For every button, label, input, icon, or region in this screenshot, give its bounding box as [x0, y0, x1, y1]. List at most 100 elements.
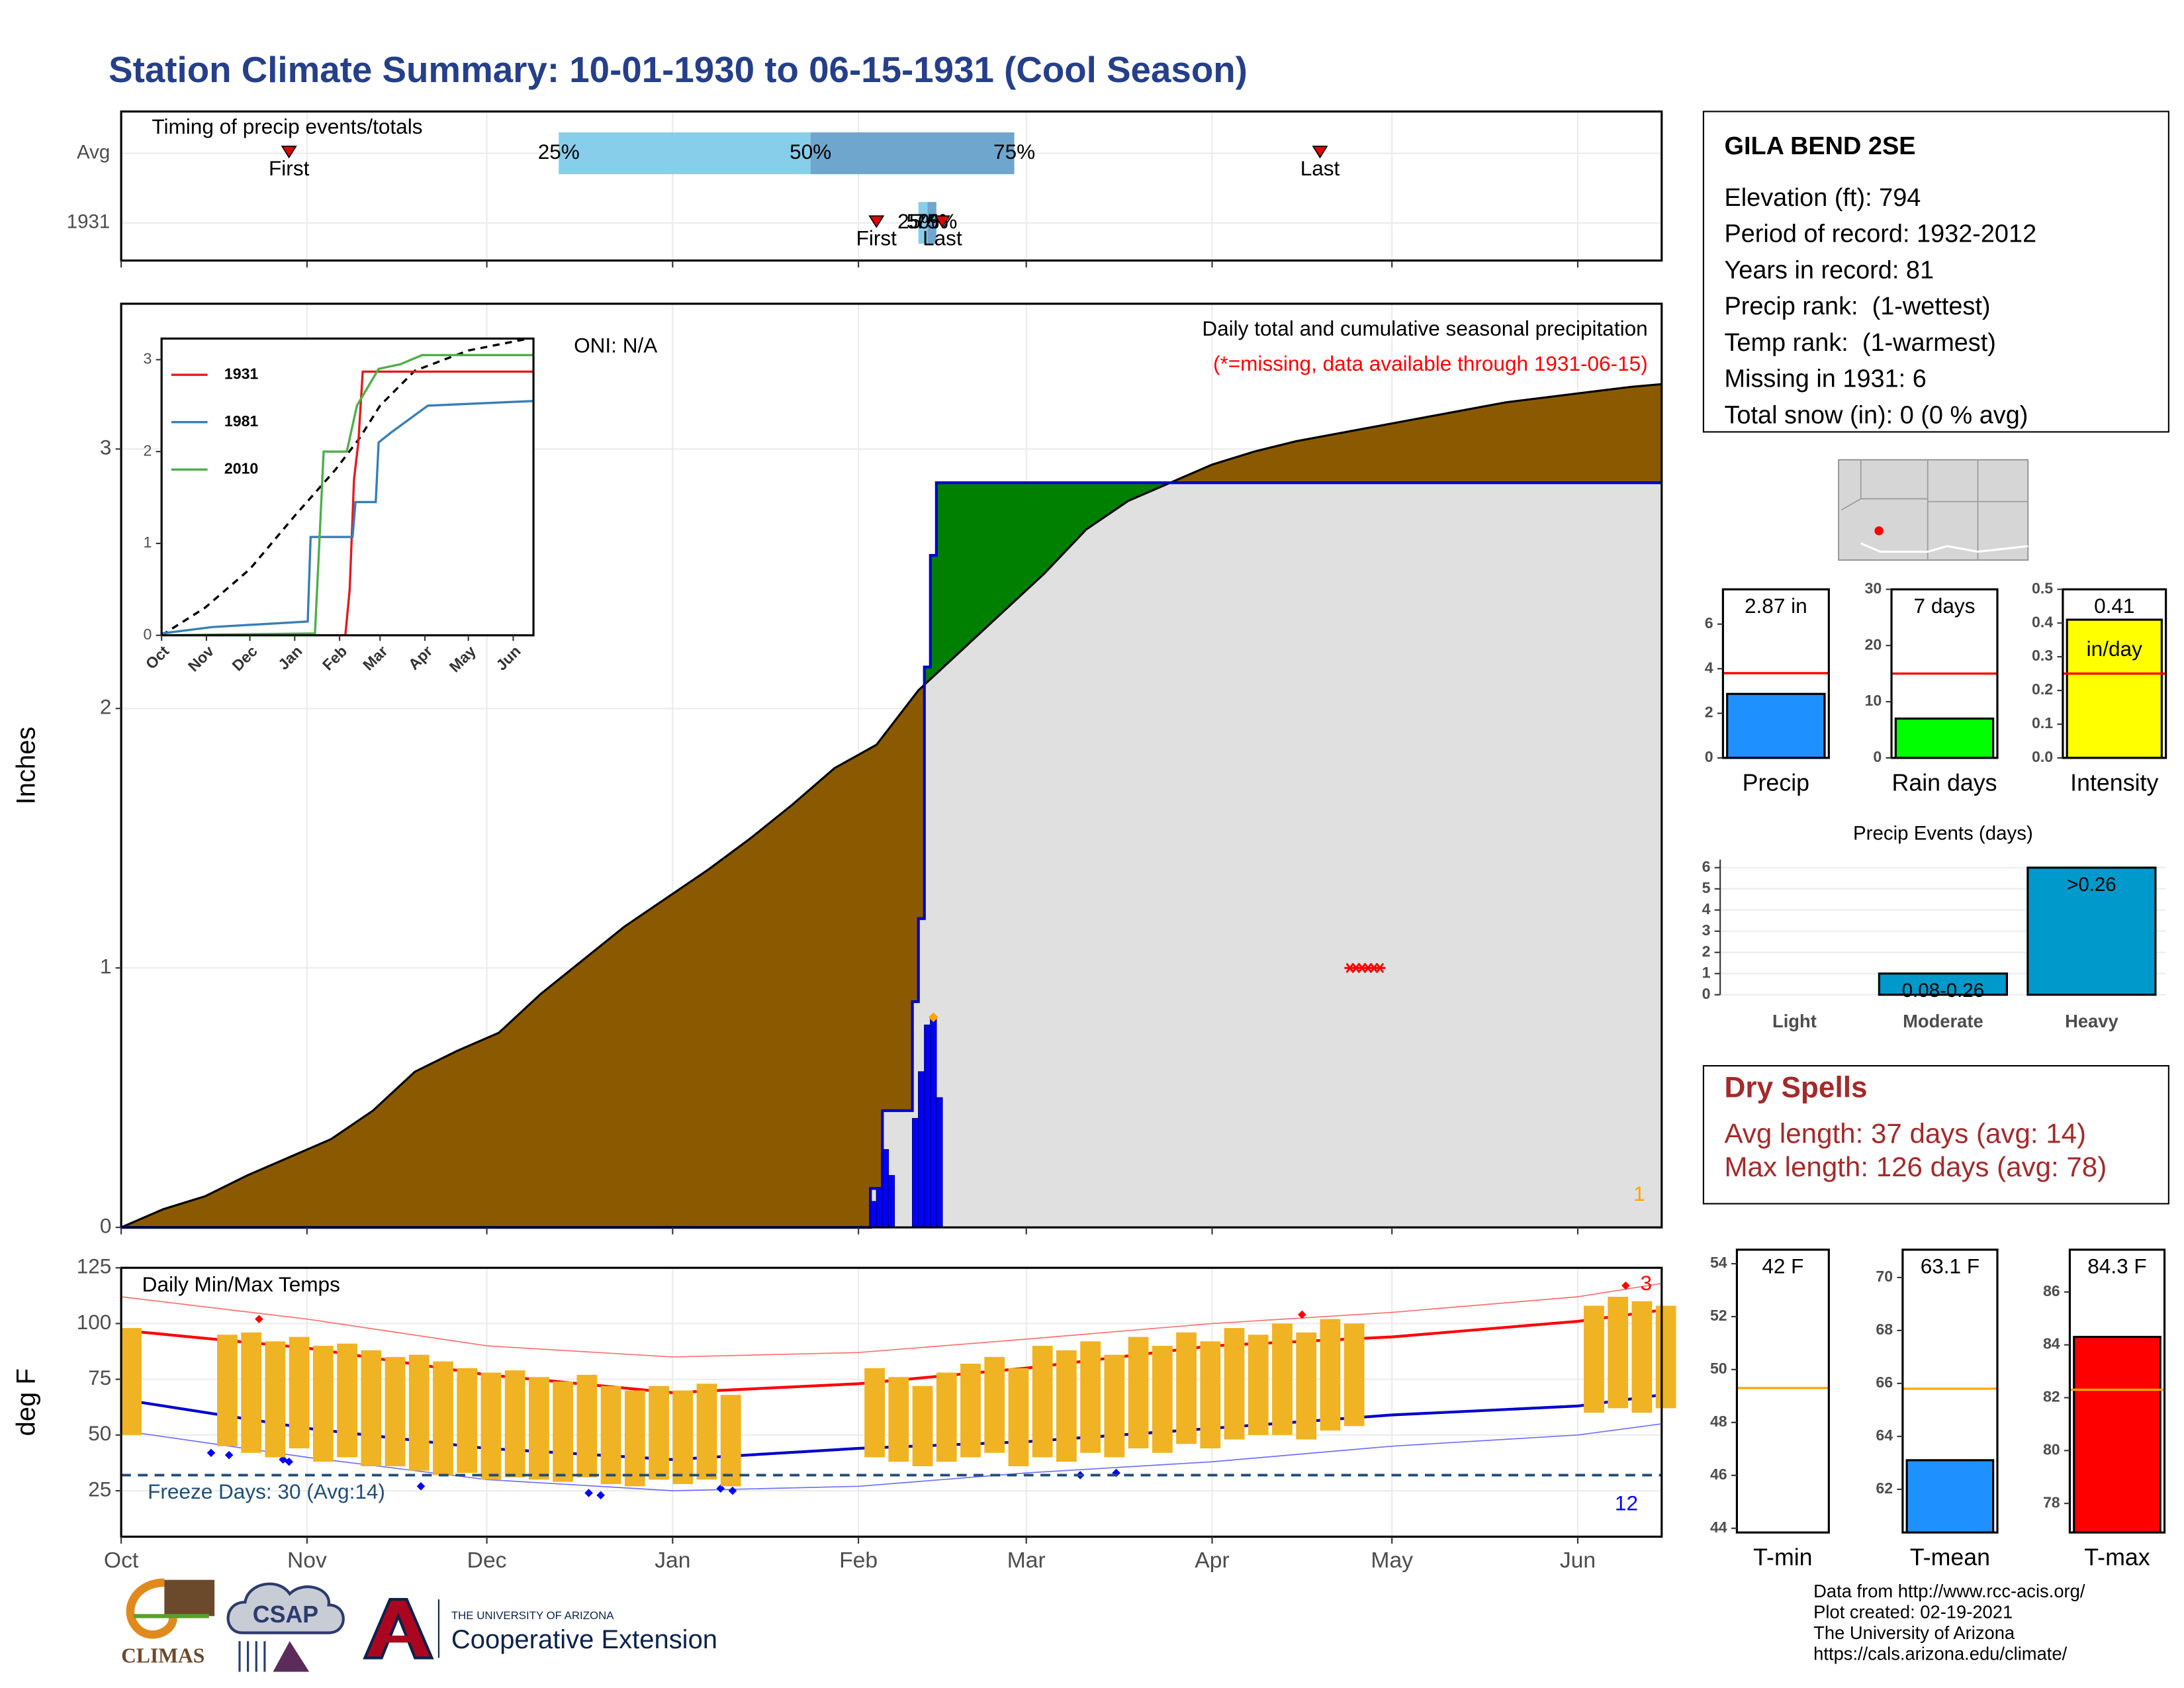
record-low-count: 12: [1615, 1491, 1638, 1515]
daily-range-bar: [121, 1328, 142, 1435]
logo-text: THE UNIVERSITY OF ARIZONA: [451, 1609, 614, 1622]
station-line: Precip rank: (1-wettest): [1724, 293, 1990, 320]
y-tick-label: 86: [2043, 1282, 2060, 1299]
y-tick-label: 6: [1702, 858, 1711, 875]
daily-bar: [924, 1024, 931, 1228]
daily-range-bar: [337, 1343, 357, 1458]
summary-label: Intensity: [2070, 769, 2158, 796]
legend-label: 1981: [224, 412, 259, 430]
x-tick-label: Moderate: [1903, 1011, 1983, 1031]
x-tick-label: Nov: [287, 1548, 327, 1573]
dry-spells-line: Max length: 126 days (avg: 78): [1724, 1151, 2107, 1182]
quartile-label: 25%: [538, 140, 580, 164]
station-name: GILA BEND 2SE: [1724, 132, 1915, 160]
record-marker: [206, 1448, 216, 1458]
y-tick-label: 1: [1702, 964, 1711, 981]
daily-bar: [936, 1097, 943, 1228]
daily-range-bar: [1584, 1305, 1604, 1413]
daily-range-bar: [433, 1361, 453, 1476]
summary-label: T-mean: [1910, 1544, 1990, 1571]
record-max-line: [121, 1282, 1662, 1358]
y-tick-label: 1: [144, 534, 152, 551]
x-tick-label: Light: [1772, 1011, 1817, 1031]
x-tick-label: Mar: [1007, 1548, 1046, 1573]
daily-range-bar: [1631, 1301, 1653, 1413]
y-tick-label: 0.3: [2032, 647, 2053, 664]
y-tick-label: 20: [1865, 635, 1882, 653]
summary-plot: [1737, 1387, 1829, 1533]
station-location: [1874, 526, 1884, 536]
x-tick-label: Jan: [655, 1548, 690, 1573]
inset-plot: [161, 338, 534, 635]
quartile-bar: [559, 132, 811, 175]
daily-range-bar: [385, 1356, 406, 1466]
ua-logo: THE UNIVERSITY OF ARIZONA Cooperative Ex…: [363, 1598, 717, 1660]
y-tick-label: 100: [77, 1310, 112, 1334]
map-borders: [1841, 459, 2028, 561]
logo-cloud: [226, 1582, 345, 1634]
event-marker: [281, 146, 297, 159]
y-tick-label: 10: [1865, 692, 1882, 709]
legend-label: 2010: [224, 459, 258, 477]
summary-label: Precip: [1743, 769, 1809, 796]
range-label: 0.08-0.26: [1902, 980, 1984, 1002]
y-tick-label: 0.5: [2032, 579, 2053, 596]
y-tick-label: 30: [1865, 579, 1882, 596]
daily-range-bar: [1655, 1305, 1676, 1409]
credit-line: The University of Arizona: [1813, 1622, 2015, 1643]
y-tick-label: 68: [1876, 1321, 1893, 1338]
cumulative-line: [121, 481, 1662, 1229]
y-tick-label: 52: [1710, 1307, 1727, 1324]
y-tick-label: 84: [2043, 1335, 2060, 1352]
station-line: Temp rank: (1-warmest): [1724, 329, 1995, 357]
daily-range-bar: [720, 1395, 741, 1487]
dry-spells-box: [1702, 1064, 2169, 1205]
annotation: ONI: N/A: [574, 333, 657, 357]
y-tick-label: 0: [144, 626, 152, 643]
value-label: 0.41: [2094, 594, 2134, 618]
summary-label: T-min: [1753, 1544, 1812, 1571]
daily-range-bar: [864, 1368, 885, 1458]
y-tick-label: 25: [88, 1477, 111, 1501]
daily-range-bar: [1224, 1328, 1245, 1440]
station-line: Elevation (ft): 794: [1724, 184, 1921, 212]
daily-range-bar: [1272, 1323, 1293, 1435]
y-tick-label: 0: [1873, 748, 1882, 765]
legend-label: 1931: [224, 365, 259, 382]
dry-spells-line: Avg length: 37 days (avg: 14): [1724, 1117, 2086, 1149]
panel-border: [120, 303, 1663, 1229]
panel-background: [1737, 1249, 1829, 1533]
station-line: Total snow (in): 0 (0 % avg): [1724, 401, 2028, 429]
daily-range-bar: [528, 1377, 549, 1480]
y-tick-label: 6: [1705, 614, 1713, 632]
locator-map: [1838, 459, 2029, 561]
daily-range-bar: [888, 1377, 909, 1462]
summary-plot: [1723, 672, 1829, 758]
daily-range-bar: [649, 1385, 669, 1480]
value-label: 7 days: [1914, 594, 1976, 618]
daily-range-bar: [1200, 1341, 1221, 1449]
quartile-label: 75%: [993, 140, 1035, 164]
y-tick-label: 48: [1710, 1413, 1727, 1430]
station-line: Period of record: 1932-2012: [1724, 220, 2036, 248]
x-tick-label: Heavy: [2065, 1011, 2118, 1031]
credit-line: Plot created: 02-19-2021: [1813, 1601, 2013, 1622]
quartile-label: 25%: [897, 209, 939, 233]
daily-bar: [887, 1175, 895, 1228]
quartile-bar: [927, 202, 936, 244]
y-tick-label: 44: [1710, 1519, 1727, 1536]
logo-text: Cooperative Extension: [451, 1625, 717, 1654]
y-tick-label: 0.1: [2032, 714, 2053, 731]
event-marker: [868, 215, 885, 228]
y-tick-label: 46: [1710, 1466, 1727, 1483]
y-tick-label: 50: [88, 1421, 111, 1445]
panel-border: [120, 110, 1663, 262]
daily-range-bar: [936, 1372, 957, 1462]
panel-border: [1735, 1248, 1830, 1534]
map-border-mexico: [1860, 542, 2028, 553]
y-tick-label: 50: [1710, 1360, 1727, 1377]
average-line: [120, 383, 1662, 1229]
panel-border: [1721, 588, 1830, 759]
logo-text: CLIMAS: [121, 1644, 205, 1667]
